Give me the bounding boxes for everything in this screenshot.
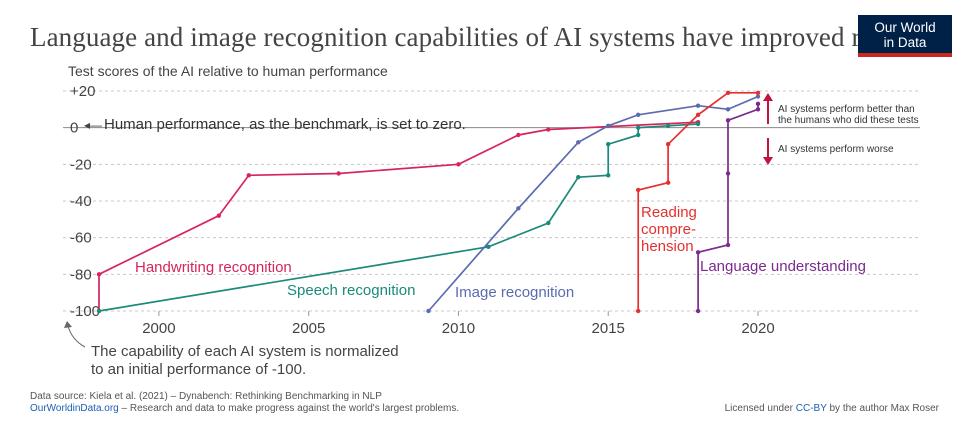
x-tick-label: 2020 [741,320,774,337]
data-point [96,272,102,277]
y-tick-label: -40 [70,193,92,210]
data-point [486,244,491,250]
series-line [697,103,759,311]
data-point [426,308,431,314]
data-point [606,123,611,129]
data-point [635,112,641,118]
worse-annotation: AI systems perform worse [778,144,894,155]
y-tick-label: -80 [70,266,92,283]
x-tick-label: 2010 [442,320,475,337]
data-point [546,220,551,226]
data-point [606,141,611,147]
series-label: compre- [641,221,696,238]
series-line [427,95,759,312]
series-label: hension [641,238,694,255]
logo-line1: Our World [874,20,936,35]
better-annotation-line1: AI systems perform better than [778,104,915,115]
y-tick-label: 0 [70,120,78,137]
data-point [246,173,251,178]
license-prefix: Licensed under [724,403,796,414]
site-link[interactable]: OurWorldinData.org [30,403,119,414]
normalized-annotation-line2: to an initial performance of -100. [91,361,306,378]
data-point [755,90,761,96]
data-point [755,107,761,112]
data-point [576,174,581,180]
data-point [755,94,761,99]
data-point [695,250,701,255]
data-point [695,103,701,108]
data-point [695,121,701,127]
data-point [725,171,731,176]
series-label: Language understanding [700,258,866,275]
logo-line2: in Data [883,35,927,50]
benchmark-annotation: Human performance, as the benchmark, is … [104,116,466,133]
tick-labels: +20 0 -20 -40 -60 -80 -100 2000 2005 2010 2015 2020 [70,83,775,337]
data-point [635,125,641,130]
owid-logo[interactable]: Our World in Data [858,15,952,57]
license-link[interactable]: CC-BY [795,403,827,414]
y-axis-label: Test scores of the AI relative to human … [68,63,388,79]
data-point [725,118,731,123]
data-point [635,132,641,138]
chart-title: Language and image recognition capabilit… [30,22,929,52]
data-point [96,308,102,314]
better-annotation-line2: the humans who did these tests [778,115,919,126]
data-point [606,173,611,178]
benchmark-arrow: ◂— [84,118,102,132]
footer-tagline-row: OurWorldinData.org – Research and data t… [30,403,459,414]
series-handwriting-recognition: Handwriting recognition [96,119,701,314]
x-tick-label: 2005 [292,320,325,337]
data-point [516,206,521,211]
series-label: Speech recognition [287,282,415,299]
y-tick-label: -100 [70,303,100,320]
x-tick-label: 2000 [142,320,175,337]
data-point [725,242,731,248]
data-point [665,123,671,129]
normalized-annotation-line1: The capability of each AI system is norm… [91,343,399,360]
normalized-arrow [67,325,86,348]
data-point [695,112,701,118]
series-label: Reading [641,204,697,221]
data-point [695,308,701,314]
series-label: Image recognition [455,284,574,301]
series-lines: Handwriting recognition Speech recognitio… [96,90,866,314]
data-point [755,101,761,107]
data-point [665,141,671,147]
data-point [635,308,641,314]
series-language-understanding: Language understanding [695,101,866,314]
y-tick-label: -20 [70,156,92,173]
license-note: Licensed under CC-BY by the author Max R… [725,403,939,414]
data-point [216,213,222,218]
series-speech-recognition: Speech recognition [96,121,701,314]
data-point [665,180,671,185]
license-suffix: by the author Max Roser [826,403,939,414]
data-point [336,171,341,176]
series-image-recognition: Image recognition [426,94,761,314]
worse-arrow-head [763,157,773,165]
series-label: Handwriting recognition [135,259,292,276]
data-point [635,187,641,193]
data-source: Data source: Kiela et al. (2021) – Dynab… [30,391,382,402]
normalized-arrow-head [64,321,72,328]
data-point [576,140,581,145]
gridlines [63,90,920,312]
data-point [546,127,551,132]
data-point [516,132,521,138]
x-tick-label: 2015 [592,320,625,337]
y-tick-label: +20 [70,83,95,100]
better-arrow-head [763,93,773,101]
data-point [725,107,731,112]
data-point [725,90,731,96]
data-point [456,162,461,167]
series-line [98,123,699,312]
y-tick-label: -60 [70,230,92,247]
footer-tagline: – Research and data to make progress aga… [118,403,460,414]
